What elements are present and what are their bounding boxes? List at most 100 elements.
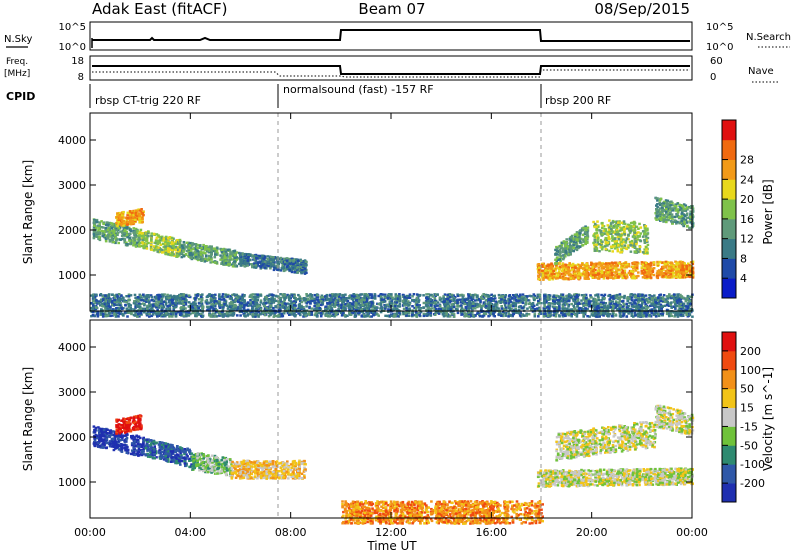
data-cell [577,275,580,278]
data-cell [296,265,300,269]
data-cell [126,243,129,246]
data-cell [285,257,289,260]
data-cell [290,269,293,272]
data-cell [219,254,222,257]
data-cell [263,260,267,263]
data-cell [248,254,252,257]
data-cell [683,276,686,279]
data-cell [267,264,270,268]
data-cell [681,261,684,265]
data-cell [293,269,296,272]
data-cell [234,264,237,267]
data-cell [134,218,137,221]
data-cell [671,262,674,265]
data-cell [269,263,273,266]
data-cell [657,269,661,272]
data-cell [120,237,124,241]
data-cell [95,234,98,238]
data-cell [613,276,617,280]
data-cell [597,272,600,276]
data-cell [685,216,689,220]
data-cell [134,214,138,217]
data-cell [112,231,116,234]
data-cell [246,258,249,261]
data-cell [213,248,217,251]
data-cell [627,244,630,247]
data-cell [652,273,656,277]
data-cell [687,262,690,265]
data-cell [265,262,268,265]
data-cell [621,276,624,280]
data-cell [604,266,608,269]
data-cell [211,260,215,264]
data-cell [145,247,149,250]
data-cell [280,267,284,270]
data-cell [616,248,620,251]
data-cell [679,275,682,278]
data-cell [604,269,608,272]
data-cell [604,236,608,240]
data-cell [180,251,184,255]
data-cell [604,241,608,244]
band-0 [92,218,141,248]
data-cell [155,236,159,239]
data-cell [618,262,621,265]
data-cell [670,265,673,269]
data-cell [643,231,646,234]
data-cell [150,239,153,242]
data-cell [164,252,168,256]
data-cell [235,256,238,259]
data-cell [683,273,687,276]
data-cell [617,244,620,247]
data-cell [576,267,579,270]
data-cell [619,237,622,240]
data-cell [175,255,179,258]
data-cell [291,267,294,270]
data-cell [661,204,664,207]
data-cell [157,239,160,242]
data-cell [281,263,284,266]
data-cell [240,253,244,256]
data-cell [674,265,677,268]
data-cell [252,258,255,261]
data-cell [613,239,617,242]
data-cell [554,267,558,270]
data-cell [207,257,211,260]
data-cell [688,264,691,267]
data-cell [122,219,125,223]
data-cell [125,241,128,244]
data-cell [616,228,619,231]
data-cell [142,245,145,248]
data-cell [182,255,186,258]
data-cell [125,233,128,237]
data-cell [116,219,119,222]
data-cell [667,271,670,274]
data-cell [635,243,638,246]
data-cell [100,226,103,229]
data-cell [263,255,267,258]
data-cell [614,224,617,227]
data-cell [670,264,673,267]
data-cell [645,265,649,269]
data-cell [606,271,610,274]
data-cell [255,257,258,260]
data-cell [585,275,588,278]
data-cell [164,235,168,239]
data-cell [645,237,648,241]
data-cell [225,255,229,258]
data-cell [546,264,549,267]
data-cell [139,241,143,245]
data-cell [647,263,650,266]
data-cell [114,235,117,239]
data-cell [106,222,109,225]
data-cell [198,246,202,250]
data-cell [606,224,610,227]
data-cell [254,259,258,263]
data-cell [112,229,115,232]
data-cell [604,274,608,277]
data-cell [616,235,620,239]
data-cell [249,258,252,262]
data-cell [599,242,603,245]
data-cell [164,240,167,244]
data-cell [665,201,669,204]
